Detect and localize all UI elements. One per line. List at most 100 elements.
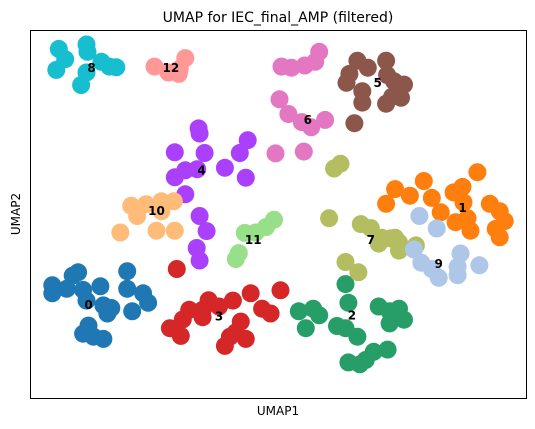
- cluster-6-point: [310, 42, 329, 61]
- cluster-4-point: [195, 144, 214, 162]
- cluster-1-point: [446, 213, 465, 232]
- cluster-8-point: [47, 60, 66, 79]
- cluster-2-point: [289, 302, 308, 321]
- cluster-9-point: [448, 266, 467, 285]
- cluster-9-point: [427, 219, 446, 238]
- cluster-2-point: [336, 275, 355, 294]
- cluster-0-point: [94, 329, 113, 348]
- cluster-6-point: [294, 142, 313, 161]
- cluster-2-point: [339, 353, 358, 372]
- cluster-3-point: [261, 304, 280, 323]
- cluster-9-point: [404, 240, 423, 259]
- cluster-3-point: [241, 284, 260, 303]
- x-axis-label: UMAP1: [257, 404, 299, 418]
- cluster-8-point: [72, 76, 91, 94]
- cluster-1-point: [454, 193, 473, 212]
- cluster-6-point: [282, 58, 301, 77]
- cluster-0-point: [118, 262, 137, 281]
- cluster-label-11: 11: [245, 233, 262, 247]
- plot-frame: [30, 30, 527, 399]
- y-axis-label: UMAP2: [9, 193, 23, 235]
- cluster-11-point: [265, 210, 283, 229]
- cluster-4-point: [215, 158, 234, 177]
- cluster-12-point: [145, 57, 164, 76]
- cluster-5-point: [337, 73, 356, 92]
- cluster-3-point: [236, 329, 255, 348]
- cluster-1-point: [468, 163, 487, 182]
- cluster-3-point: [173, 310, 192, 329]
- cluster-10-point: [128, 207, 147, 225]
- cluster-0-point: [57, 279, 76, 298]
- cluster-0-point: [118, 279, 137, 298]
- cluster-3-point: [223, 291, 242, 310]
- cluster-2-point: [369, 297, 388, 316]
- cluster-10-point: [111, 223, 130, 242]
- cluster-1-point: [461, 221, 480, 240]
- cluster-7-point: [336, 253, 355, 271]
- cluster-4-point: [197, 222, 216, 241]
- cluster-4-point: [189, 119, 208, 138]
- cluster-1-point: [400, 186, 419, 205]
- cluster-10-point: [164, 192, 183, 211]
- cluster-3-point: [210, 297, 228, 316]
- cluster-10-point: [152, 202, 171, 221]
- cluster-label-4: 4: [197, 163, 205, 177]
- cluster-5-point: [358, 58, 377, 77]
- cluster-4-point: [236, 168, 255, 187]
- cluster-7-point: [369, 234, 388, 253]
- cluster-5-point: [345, 114, 364, 133]
- cluster-3-point: [171, 326, 190, 345]
- cluster-6-point: [316, 110, 335, 129]
- chart-title: UMAP for IEC_final_AMP (filtered): [163, 10, 394, 26]
- cluster-2-point: [339, 293, 358, 312]
- cluster-1-point: [431, 203, 450, 222]
- cluster-12-point: [169, 64, 188, 83]
- cluster-3-point: [215, 336, 234, 355]
- cluster-label-7: 7: [367, 233, 375, 247]
- cluster-3-point: [193, 308, 212, 327]
- cluster-0-point: [91, 277, 110, 296]
- cluster-1-point: [453, 177, 472, 196]
- cluster-2-point: [395, 310, 413, 329]
- cluster-8-point: [107, 58, 126, 77]
- cluster-1-point: [486, 219, 505, 238]
- cluster-0-point: [102, 299, 121, 317]
- cluster-2-point: [296, 319, 315, 338]
- cluster-9-point: [429, 268, 448, 287]
- cluster-6-point: [270, 90, 289, 109]
- cluster-label-12: 12: [163, 61, 180, 75]
- cluster-label-10: 10: [148, 204, 165, 218]
- cluster-2-point: [328, 317, 346, 335]
- cluster-4-point: [188, 160, 207, 179]
- cluster-label-5: 5: [374, 76, 382, 90]
- cluster-label-1: 1: [458, 201, 466, 215]
- cluster-4-point: [165, 168, 184, 187]
- cluster-2-point: [310, 306, 329, 325]
- cluster-3-point: [271, 281, 290, 300]
- cluster-4-point: [230, 144, 249, 162]
- cluster-2-point: [380, 314, 399, 333]
- cluster-1-point: [414, 172, 433, 190]
- cluster-8-point: [78, 42, 97, 61]
- cluster-2-point: [348, 327, 367, 346]
- cluster-0-point: [43, 284, 62, 303]
- points-layer: [43, 35, 514, 374]
- cluster-label-3: 3: [215, 309, 223, 323]
- cluster-6-point: [279, 105, 298, 123]
- cluster-6-point: [302, 118, 321, 137]
- cluster-0-point: [77, 291, 96, 310]
- cluster-9-point: [410, 207, 429, 225]
- cluster-2-point: [378, 340, 397, 359]
- cluster-4-point: [165, 143, 184, 162]
- cluster-7-point: [349, 263, 368, 282]
- cluster-1-point: [422, 188, 441, 207]
- cluster-5-point: [392, 88, 410, 107]
- cluster-11-point: [226, 250, 245, 268]
- cluster-0-point: [123, 302, 142, 321]
- cluster-1-point: [386, 180, 405, 199]
- cluster-4-point: [190, 251, 209, 270]
- cluster-9-point: [451, 244, 470, 263]
- cluster-7-point: [320, 209, 339, 228]
